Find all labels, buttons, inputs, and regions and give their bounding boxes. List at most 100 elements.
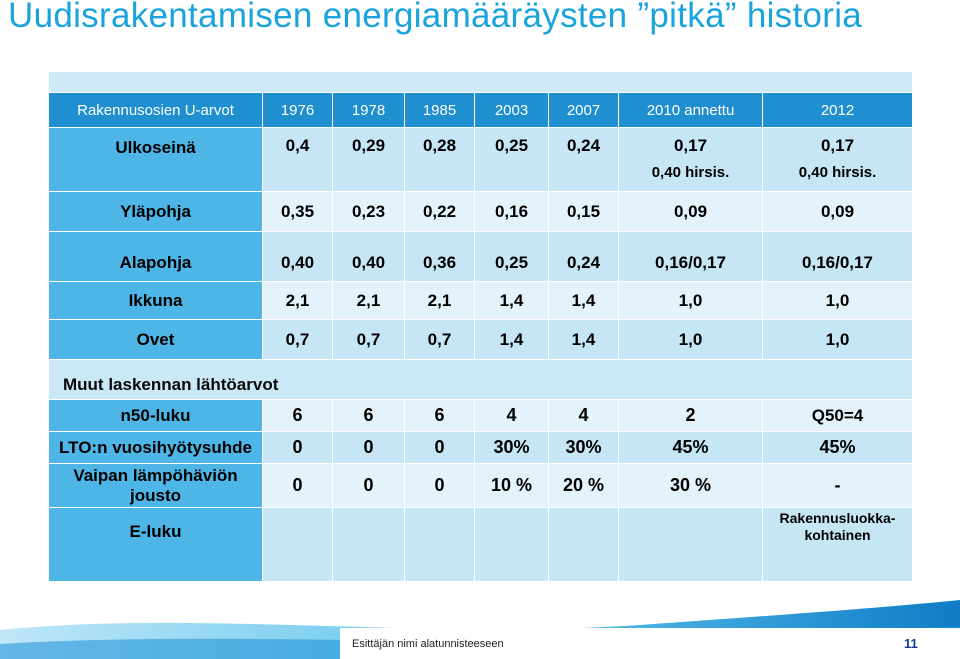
table-cell: 2 [618, 399, 763, 432]
table-cell: 0 [404, 431, 475, 464]
row-label-ulkoseina: Ulkoseinä [48, 127, 263, 192]
table-cell: 0 [332, 431, 405, 464]
section-label: Muut laskennan lähtöarvot [48, 359, 913, 400]
table-cell [618, 507, 763, 582]
table-row: LTO:n vuosihyötysuhde 0 0 0 30% 30% 45% … [48, 431, 913, 464]
table-cell: 1,0 [618, 281, 763, 320]
table-cell: 0,7 [262, 319, 333, 360]
table-cell [404, 507, 475, 582]
year-1976: 1976 [262, 92, 333, 128]
table-cell-2012: 0,17 0,40 hirsis. [762, 127, 913, 192]
section-row: Muut laskennan lähtöarvot [48, 359, 913, 400]
footer-presenter: Esittäjän nimi alatunnisteeseen [352, 638, 504, 650]
row-label-ovet: Ovet [48, 319, 263, 360]
table-cell: 0,25 [474, 231, 549, 282]
table-cell: 6 [332, 399, 405, 432]
table-cell: 0,4 [262, 127, 333, 192]
header-label: Rakennusosien U-arvot [48, 92, 263, 128]
table-cell: 0 [262, 463, 333, 508]
table-cell [332, 507, 405, 582]
table-cell: 0,09 [762, 191, 913, 232]
table-cell-eluku-2012: Rakennusluokka- kohtainen [762, 507, 913, 582]
row-label-lto: LTO:n vuosihyötysuhde [48, 431, 263, 464]
table-cell: 4 [548, 399, 619, 432]
table-cell: 0 [332, 463, 405, 508]
table-cell: 10 % [474, 463, 549, 508]
table-row: Yläpohja 0,35 0,23 0,22 0,16 0,15 0,09 0… [48, 191, 913, 232]
table-cell: 0,16/0,17 [762, 231, 913, 282]
slide-title: Uudisrakentamisen energiamääräysten ”pit… [8, 0, 863, 35]
year-2003: 2003 [474, 92, 549, 128]
value-2012: 0,17 [820, 136, 855, 155]
table-cell: 45% [762, 431, 913, 464]
row-label-alapohja: Alapohja [48, 231, 263, 282]
table-cell: 0,36 [404, 231, 475, 282]
table-cell: 2,1 [404, 281, 475, 320]
row-label-jousto: Vaipan lämpöhäviön jousto [48, 463, 263, 508]
table-cell [262, 507, 333, 582]
table-cell: 1,4 [474, 281, 549, 320]
table-cell: 0,29 [332, 127, 405, 192]
table-cell: 0,25 [474, 127, 549, 192]
table-row: Ikkuna 2,1 2,1 2,1 1,4 1,4 1,0 1,0 [48, 281, 913, 320]
row-label-ikkuna: Ikkuna [48, 281, 263, 320]
row-label-n50: n50-luku [48, 399, 263, 432]
table-cell: 0,35 [262, 191, 333, 232]
table-cell: 6 [262, 399, 333, 432]
table-cell: 0,22 [404, 191, 475, 232]
footer-wave [0, 600, 960, 659]
table-row: n50-luku 6 6 6 4 4 2 Q50=4 [48, 399, 913, 432]
table-cell: 1,0 [618, 319, 763, 360]
table-cell: 0,16 [474, 191, 549, 232]
table-cell: 4 [474, 399, 549, 432]
table-top-band [48, 71, 913, 93]
year-1978: 1978 [332, 92, 405, 128]
table-cell: 1,4 [474, 319, 549, 360]
table-cell: 20 % [548, 463, 619, 508]
table-row: E-luku Rakennusluokka- kohtainen [48, 507, 913, 582]
table-cell: 1,0 [762, 281, 913, 320]
table-cell: 0,7 [404, 319, 475, 360]
table-cell: 0,40 [332, 231, 405, 282]
table-cell: Q50=4 [762, 399, 913, 432]
table-cell: 2,1 [262, 281, 333, 320]
table-cell: 2,1 [332, 281, 405, 320]
table-cell: 0,16/0,17 [618, 231, 763, 282]
row-label-eluku: E-luku [48, 507, 263, 582]
table-cell: 30% [548, 431, 619, 464]
header-row: Rakennusosien U-arvot 1976 1978 1985 200… [48, 92, 913, 128]
table-row: Ovet 0,7 0,7 0,7 1,4 1,4 1,0 1,0 [48, 319, 913, 360]
table-cell: 0,28 [404, 127, 475, 192]
table-cell: 45% [618, 431, 763, 464]
table-cell: 0,09 [618, 191, 763, 232]
table-cell: 30 % [618, 463, 763, 508]
row-label-ylapohja: Yläpohja [48, 191, 263, 232]
footer-white-strip [340, 628, 960, 659]
table-cell: 0,40 [262, 231, 333, 282]
page-number: 11 [904, 636, 918, 651]
table-cell: 30% [474, 431, 549, 464]
year-2010: 2010 annettu [618, 92, 763, 128]
table-cell: 0,7 [332, 319, 405, 360]
table-cell: 6 [404, 399, 475, 432]
year-1985: 1985 [404, 92, 475, 128]
table-cell: 0,24 [548, 231, 619, 282]
table-cell [548, 507, 619, 582]
table-cell-2010: 0,17 0,40 hirsis. [618, 127, 763, 192]
table-cell [474, 507, 549, 582]
table-cell: 1,4 [548, 281, 619, 320]
table-cell: 0,15 [548, 191, 619, 232]
value-2010: 0,17 [673, 136, 708, 155]
table-cell: 0,24 [548, 127, 619, 192]
table-row: Alapohja 0,40 0,40 0,36 0,25 0,24 0,16/0… [48, 231, 913, 282]
table-cell: 0 [404, 463, 475, 508]
table-cell: 1,4 [548, 319, 619, 360]
hirsi-note-2012: 0,40 hirsis. [798, 164, 877, 181]
hirsi-note-2010: 0,40 hirsis. [651, 164, 730, 181]
year-2007: 2007 [548, 92, 619, 128]
u-values-table: Rakennusosien U-arvot 1976 1978 1985 200… [48, 71, 913, 582]
table-cell: 0,23 [332, 191, 405, 232]
top-spacer-row [48, 71, 913, 93]
year-2012: 2012 [762, 92, 913, 128]
table-cell: 0 [262, 431, 333, 464]
